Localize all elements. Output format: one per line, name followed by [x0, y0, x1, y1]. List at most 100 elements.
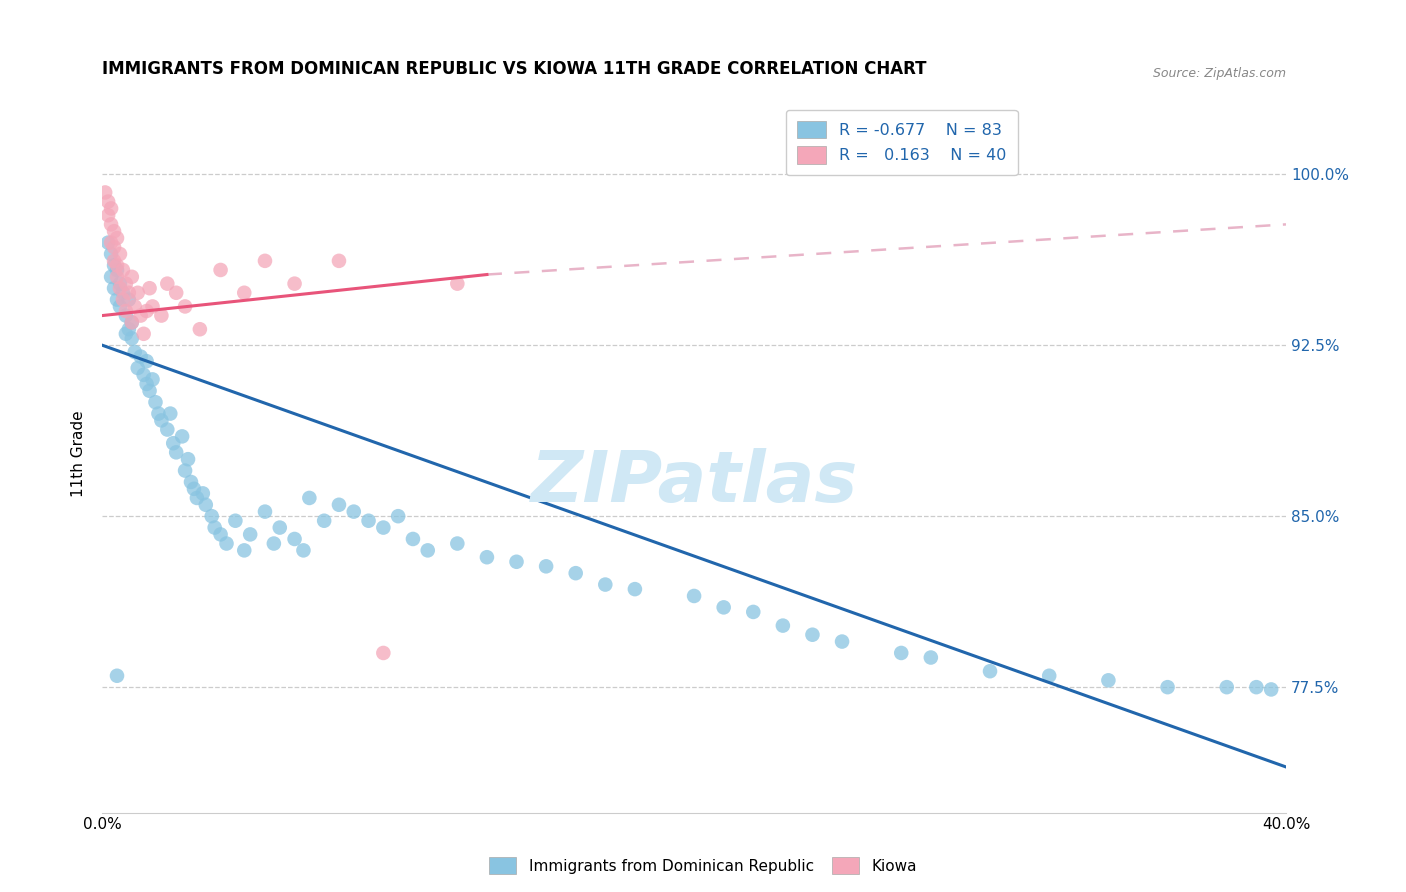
Point	[94, 186, 117, 200]
Point	[100, 247, 122, 261]
Point	[115, 309, 138, 323]
Point	[100, 218, 122, 232]
Point	[118, 285, 141, 300]
Point	[328, 498, 350, 512]
Point	[172, 429, 194, 443]
Point	[165, 285, 187, 300]
Point	[115, 304, 138, 318]
Point	[683, 589, 706, 603]
Point	[103, 224, 125, 238]
Point	[135, 376, 157, 391]
Point	[1038, 669, 1060, 683]
Point	[772, 618, 794, 632]
Point	[233, 285, 256, 300]
Point	[115, 326, 138, 341]
Point	[138, 384, 160, 398]
Point	[209, 527, 232, 541]
Point	[174, 300, 197, 314]
Point	[1260, 682, 1282, 697]
Point	[186, 491, 208, 505]
Point	[239, 527, 262, 541]
Point	[180, 475, 202, 489]
Point	[742, 605, 765, 619]
Point	[920, 650, 942, 665]
Point	[97, 194, 120, 209]
Point	[150, 309, 173, 323]
Legend: R = -0.677    N = 83, R =   0.163    N = 40: R = -0.677 N = 83, R = 0.163 N = 40	[786, 110, 1018, 175]
Point	[624, 582, 647, 596]
Point	[105, 231, 128, 245]
Point	[1246, 680, 1268, 694]
Point	[284, 277, 307, 291]
Point	[183, 482, 205, 496]
Point	[890, 646, 912, 660]
Point	[595, 577, 617, 591]
Point	[108, 300, 131, 314]
Point	[174, 464, 197, 478]
Point	[373, 520, 395, 534]
Point	[188, 322, 211, 336]
Point	[132, 368, 155, 382]
Point	[831, 634, 853, 648]
Point	[204, 520, 226, 534]
Point	[284, 532, 307, 546]
Point	[103, 253, 125, 268]
Point	[100, 202, 122, 216]
Point	[118, 293, 141, 307]
Point	[534, 559, 557, 574]
Point	[118, 322, 141, 336]
Point	[105, 669, 128, 683]
Point	[141, 300, 163, 314]
Legend: Immigrants from Dominican Republic, Kiowa: Immigrants from Dominican Republic, Kiow…	[482, 851, 924, 880]
Point	[191, 486, 214, 500]
Point	[1097, 673, 1119, 688]
Point	[1156, 680, 1178, 694]
Point	[979, 664, 1001, 678]
Point	[129, 350, 152, 364]
Point	[446, 536, 468, 550]
Point	[564, 566, 586, 581]
Point	[121, 331, 143, 345]
Point	[124, 345, 146, 359]
Point	[328, 253, 350, 268]
Text: ZIPatlas: ZIPatlas	[530, 448, 858, 516]
Point	[402, 532, 425, 546]
Point	[100, 269, 122, 284]
Point	[121, 269, 143, 284]
Point	[269, 520, 291, 534]
Point	[292, 543, 315, 558]
Point	[145, 395, 167, 409]
Point	[253, 505, 276, 519]
Point	[224, 514, 246, 528]
Point	[115, 277, 138, 291]
Point	[177, 452, 200, 467]
Point	[108, 281, 131, 295]
Point	[111, 263, 134, 277]
Point	[111, 285, 134, 300]
Point	[97, 235, 120, 250]
Point	[162, 436, 184, 450]
Point	[801, 628, 824, 642]
Point	[357, 514, 380, 528]
Point	[103, 281, 125, 295]
Point	[416, 543, 439, 558]
Point	[373, 646, 395, 660]
Point	[124, 300, 146, 314]
Point	[343, 505, 366, 519]
Point	[121, 315, 143, 329]
Point	[105, 269, 128, 284]
Point	[111, 293, 134, 307]
Y-axis label: 11th Grade: 11th Grade	[72, 410, 86, 497]
Point	[159, 407, 181, 421]
Point	[138, 281, 160, 295]
Point	[97, 208, 120, 222]
Point	[314, 514, 336, 528]
Point	[156, 423, 179, 437]
Point	[150, 413, 173, 427]
Point	[105, 259, 128, 273]
Point	[713, 600, 735, 615]
Point	[141, 372, 163, 386]
Text: IMMIGRANTS FROM DOMINICAN REPUBLIC VS KIOWA 11TH GRADE CORRELATION CHART: IMMIGRANTS FROM DOMINICAN REPUBLIC VS KI…	[103, 60, 927, 78]
Point	[194, 498, 217, 512]
Point	[387, 509, 409, 524]
